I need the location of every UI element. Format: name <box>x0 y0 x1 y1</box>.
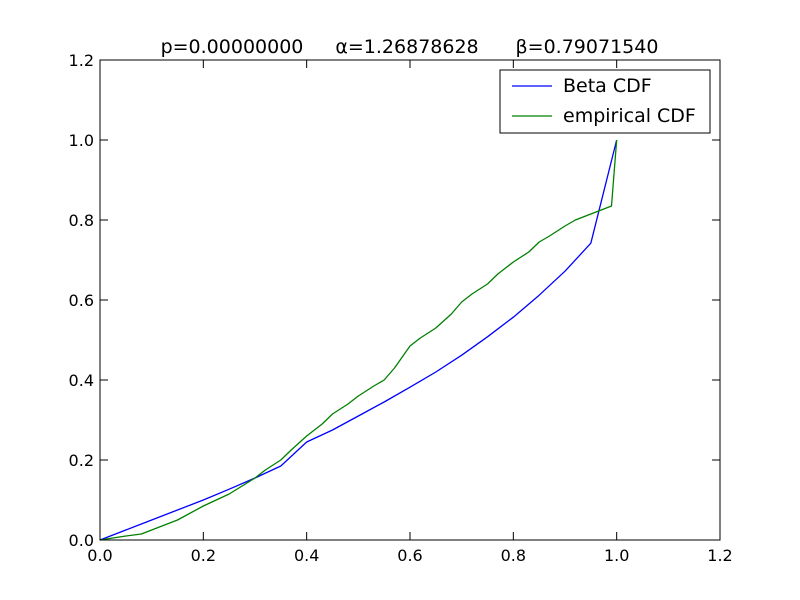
series-layer <box>99 139 618 541</box>
x-tick-label: 0.0 <box>87 546 112 565</box>
x-tick-label: 0.8 <box>501 546 526 565</box>
x-tick-label: 0.6 <box>397 546 422 565</box>
chart-title-alpha: α=1.26878628 <box>335 36 478 58</box>
x-tick-label: 1.2 <box>707 546 732 565</box>
y-tick-label: 0.2 <box>69 451 94 470</box>
series-line-beta-cdf <box>99 139 618 541</box>
x-tick-label: 1.0 <box>604 546 629 565</box>
y-tick-label: 1.2 <box>69 51 94 70</box>
y-tick-label: 0.4 <box>69 371 94 390</box>
legend-label-empirical-cdf: empirical CDF <box>563 105 696 127</box>
legend: Beta CDF empirical CDF <box>499 69 711 134</box>
legend-label-beta-cdf: Beta CDF <box>563 75 652 97</box>
chart-title-p: p=0.00000000 <box>161 36 304 58</box>
chart-title-beta: β=0.79071540 <box>516 36 659 58</box>
y-tick-label: 0.8 <box>69 211 94 230</box>
axes-layer: 0.0 0.2 0.4 0.6 0.8 1.0 1.2 0.0 0.2 0.4 0.6 0.8 1.0 1… <box>69 51 733 565</box>
x-tick-label: 0.2 <box>191 546 216 565</box>
x-tick-label: 0.4 <box>294 546 319 565</box>
y-tick-label: 0.6 <box>69 291 94 310</box>
series-line-empirical-cdf <box>99 139 618 541</box>
title-layer: p=0.00000000 α=1.26878628 β=0.79071540 <box>161 36 659 58</box>
legend-box <box>499 69 711 134</box>
y-tick-label: 0.0 <box>69 531 94 550</box>
y-tick-label: 1.0 <box>69 131 94 150</box>
